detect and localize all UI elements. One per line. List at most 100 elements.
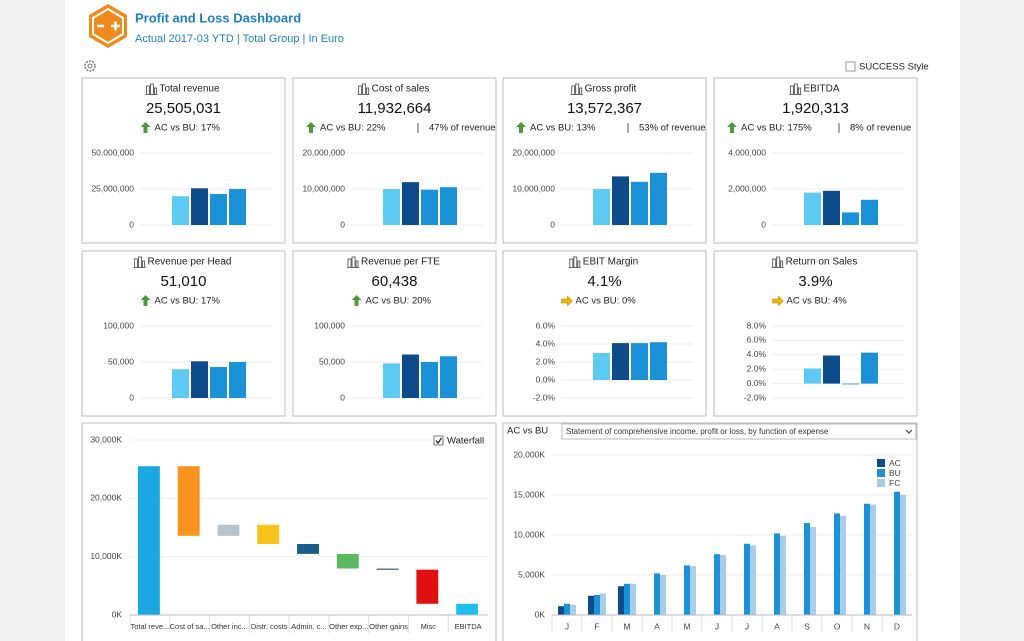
kpi-share: 47% of revenue — [429, 123, 496, 134]
kpi-title: Cost of sales — [372, 84, 430, 95]
legend-label: FC — [889, 478, 900, 488]
legend-label: AC — [889, 458, 901, 468]
kpi-value: 11,932,664 — [358, 100, 432, 117]
kpi-bar — [172, 369, 189, 398]
trend-arrow — [351, 295, 362, 306]
style-label[interactable]: SUCCESS Style — [859, 62, 929, 73]
month-bar — [624, 583, 630, 615]
kpi-title: Gross profit — [585, 84, 637, 95]
y-tick-label: 4.0% — [747, 349, 767, 359]
y-tick-label: 25,000,000 — [91, 183, 134, 193]
x-tick-label: F — [594, 621, 599, 631]
month-bar — [810, 527, 816, 615]
x-tick-label: Total reve... — [130, 622, 169, 631]
y-tick-label: 2.0% — [747, 363, 767, 373]
kpi-bar — [383, 363, 400, 398]
month-bar — [630, 583, 636, 615]
waterfall-checkbox[interactable] — [433, 435, 444, 446]
legend-swatch — [877, 469, 885, 477]
y-tick-label: 20,000K — [513, 449, 545, 459]
y-tick-label: 5,000K — [518, 569, 545, 579]
settings-icon[interactable] — [84, 60, 96, 72]
x-tick-label: M — [683, 621, 690, 631]
x-tick-label: A — [774, 621, 780, 631]
x-tick-label: N — [864, 621, 870, 631]
kpi-bar — [402, 182, 419, 225]
kpi-icon — [771, 256, 784, 268]
kpi-bar — [593, 189, 610, 225]
y-tick-label: 20,000,000 — [302, 147, 345, 157]
y-tick-label: 2,000,000 — [728, 183, 766, 193]
statement-dropdown[interactable] — [561, 423, 917, 440]
kpi-bar — [861, 199, 878, 225]
kpi-bar — [210, 367, 227, 398]
waterfall-bar — [257, 524, 280, 544]
kpi-value: 60,438 — [372, 273, 418, 290]
waterfall-label[interactable]: Waterfall — [447, 436, 484, 447]
kpi-title: EBIT Margin — [583, 257, 638, 268]
y-tick-label: 100,000 — [103, 320, 134, 330]
month-bar — [894, 491, 900, 615]
style-checkbox[interactable] — [845, 61, 856, 72]
y-tick-label: 10,000K — [90, 551, 122, 561]
dropdown-arrow — [905, 429, 913, 434]
kpi-bar — [823, 355, 840, 384]
kpi-value: 25,505,031 — [146, 100, 221, 117]
waterfall-bar — [416, 569, 439, 604]
x-tick-label: Cost of sa... — [170, 622, 210, 631]
waterfall-bar — [137, 466, 160, 615]
x-tick-label: D — [894, 621, 900, 631]
statement-text[interactable]: Statement of comprehensive income, profi… — [566, 427, 829, 436]
x-tick-label: J — [745, 621, 749, 631]
kpi-bar — [804, 368, 821, 384]
dashboard-title: Profit and Loss Dashboard — [135, 10, 301, 25]
y-tick-label: 0.0% — [536, 374, 556, 384]
kpi-icon — [357, 83, 370, 95]
month-bar — [870, 504, 876, 615]
y-tick-label: 2.0% — [536, 356, 556, 366]
y-tick-label: 4,000,000 — [728, 147, 766, 157]
kpi-share: 53% of revenue — [639, 123, 706, 134]
legend-swatch — [877, 459, 885, 467]
x-tick-label: O — [834, 621, 841, 631]
trend-arrow — [140, 122, 151, 133]
x-tick-label: Other gains — [369, 622, 408, 631]
y-tick-label: 15,000K — [513, 489, 545, 499]
kpi-bar — [191, 361, 208, 398]
kpi-comparison: AC vs BU: 17% — [155, 296, 221, 307]
kpi-bar — [612, 343, 629, 380]
y-tick-label: 20,000K — [90, 493, 122, 503]
month-bar — [900, 495, 906, 615]
month-bar — [654, 573, 660, 615]
trend-arrow — [516, 122, 526, 133]
kpi-value: 3.9% — [798, 273, 832, 290]
kpi-bar — [421, 189, 438, 225]
y-tick-label: 0 — [550, 219, 555, 229]
kpi-title: Revenue per FTE — [361, 257, 440, 268]
kpi-bar — [804, 192, 821, 225]
month-bar — [834, 513, 840, 615]
y-tick-label: 6.0% — [536, 320, 556, 330]
kpi-comparison: AC vs BU: 17% — [155, 123, 221, 134]
waterfall-bar — [456, 603, 479, 615]
kpi-bar — [612, 176, 629, 225]
y-tick-label: 50,000 — [319, 356, 345, 366]
kpi-bar — [861, 352, 878, 384]
waterfall-bar — [376, 568, 399, 570]
kpi-comparison: AC vs BU: 175% — [741, 123, 812, 134]
legend-swatch — [877, 479, 885, 487]
y-tick-label: 0K — [112, 609, 123, 619]
y-tick-label: -2.0% — [744, 392, 767, 402]
y-tick-label: 0 — [340, 219, 345, 229]
kpi-bar — [593, 353, 610, 380]
kpi-bar — [172, 196, 189, 225]
kpi-bar — [229, 189, 246, 225]
kpi-comparison: AC vs BU: 4% — [787, 296, 848, 307]
x-tick-label: Other exp... — [329, 622, 368, 631]
kpi-icon — [347, 256, 360, 268]
y-tick-label: 4.0% — [536, 338, 556, 348]
kpi-comparison: AC vs BU: 0% — [576, 296, 637, 307]
x-tick-label: A — [654, 621, 660, 631]
kpi-bar — [842, 212, 859, 225]
